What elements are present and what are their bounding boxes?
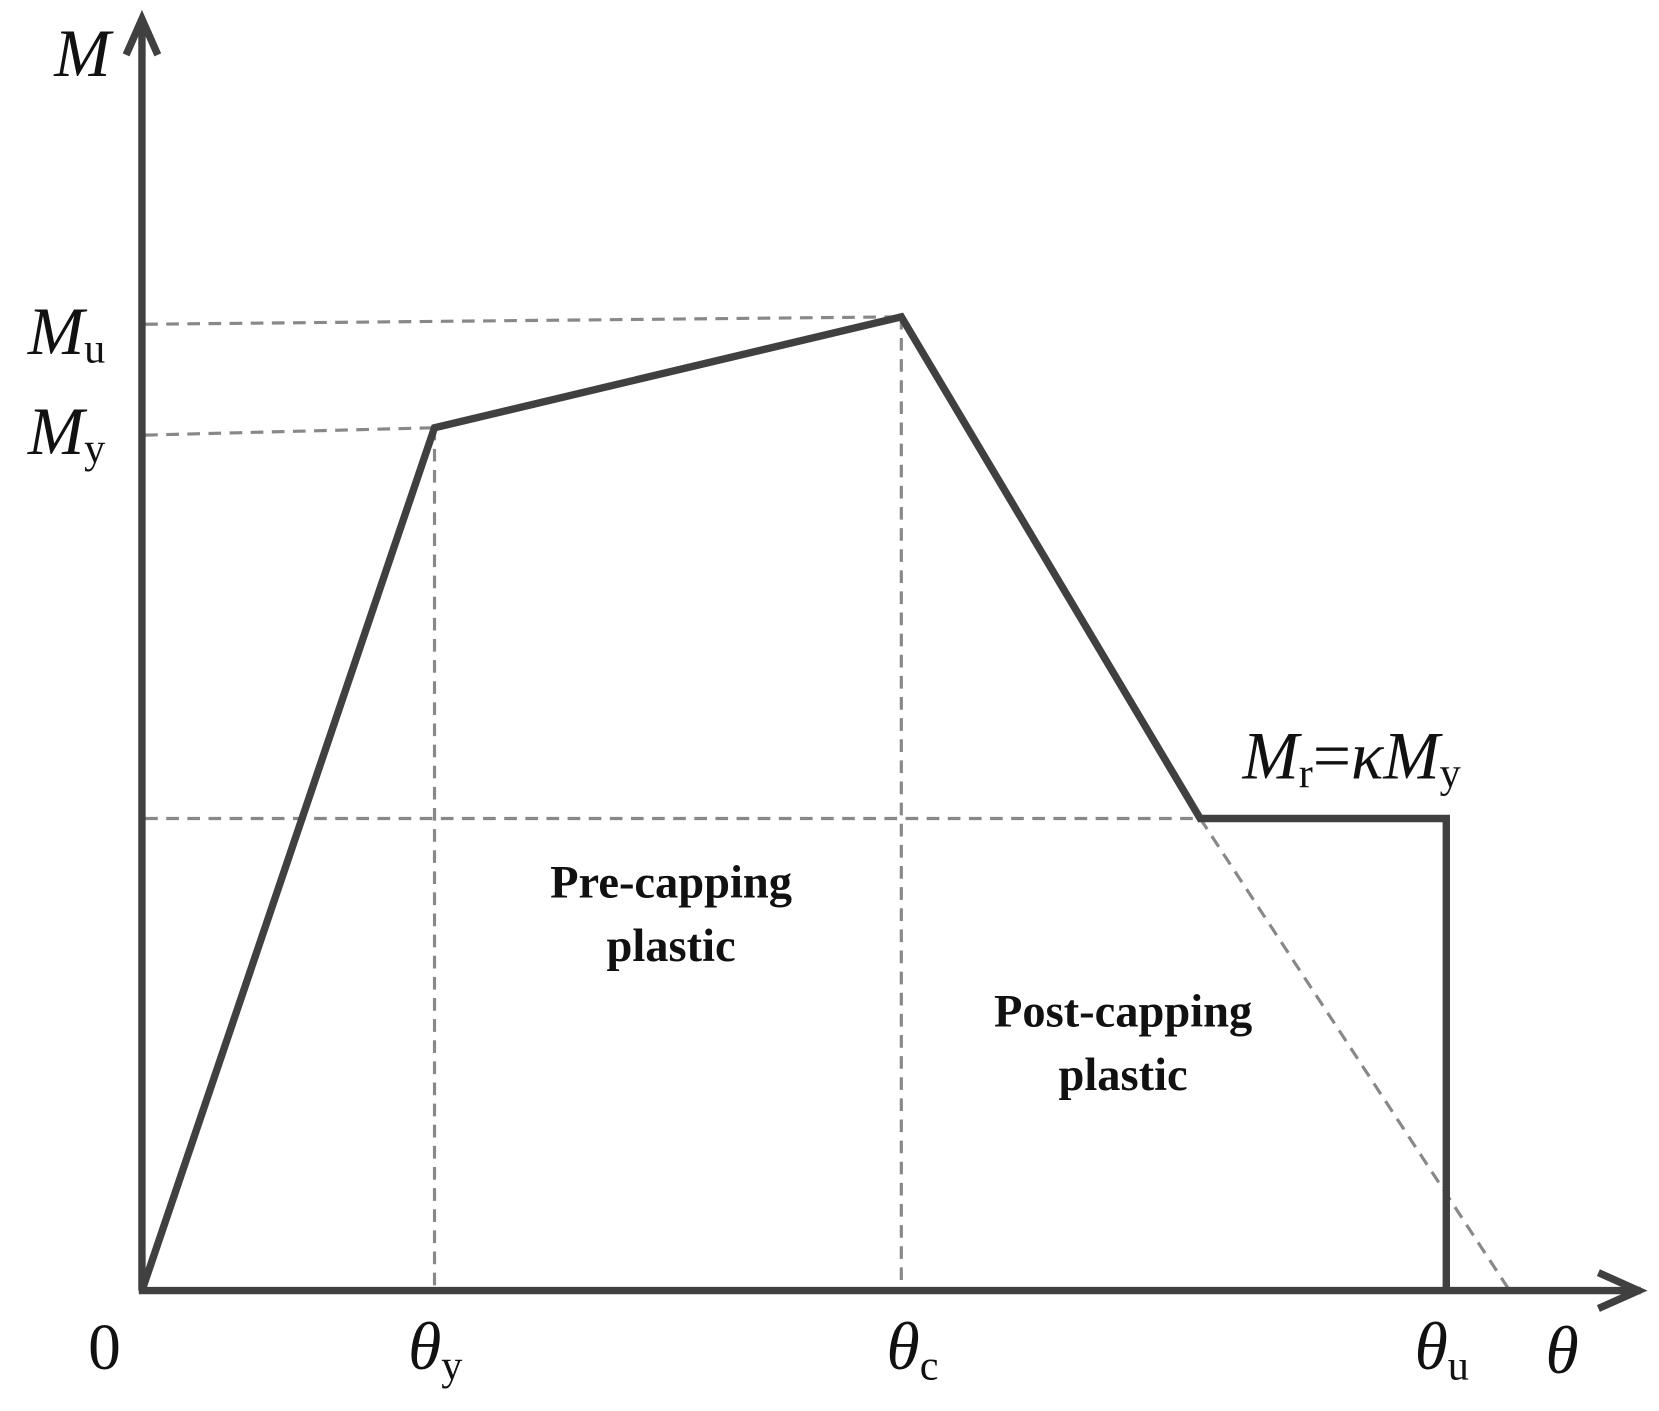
thy-label: θy — [408, 1309, 462, 1390]
subscript: y — [441, 1342, 462, 1389]
symbol: M — [27, 294, 88, 369]
relation: = — [1313, 718, 1351, 793]
origin-label: 0 — [88, 1312, 121, 1384]
thc-label: θc — [887, 1309, 939, 1390]
symbol: θ — [408, 1309, 441, 1384]
symbol: θ — [1415, 1309, 1448, 1384]
region-label: Pre-capping — [550, 858, 792, 909]
rhs: M — [1382, 718, 1443, 793]
my-label: My — [27, 394, 105, 472]
guide-mu — [145, 315, 902, 326]
guides — [145, 315, 1511, 1292]
y-arrow — [122, 9, 162, 57]
axes — [122, 9, 1648, 1312]
x-axis-label: θ — [1546, 1313, 1579, 1388]
region-label: plastic — [1059, 1050, 1188, 1101]
x-arrow — [1596, 1269, 1648, 1312]
symbol: M — [27, 394, 88, 469]
mu-label: Mu — [27, 294, 105, 372]
region-label: Post-capping — [994, 987, 1252, 1038]
factor: κ — [1351, 718, 1385, 793]
thu-label: θu — [1415, 1309, 1469, 1390]
subscript: y — [84, 426, 105, 473]
symbol: θ — [887, 1309, 920, 1384]
lhs: M — [1241, 718, 1302, 793]
rhs-sub: y — [1440, 750, 1461, 797]
guide-my — [145, 426, 435, 437]
subscript: c — [920, 1342, 939, 1389]
residual-label: Mr=κMy — [1241, 718, 1460, 796]
backbone-curve — [138, 312, 1450, 1292]
lhs-sub: r — [1299, 750, 1313, 797]
region-label: plastic — [607, 921, 736, 972]
subscript: u — [84, 325, 105, 372]
y-axis-label: M — [53, 16, 114, 91]
subscript: u — [1448, 1342, 1469, 1389]
guide-extension — [1198, 817, 1511, 1292]
